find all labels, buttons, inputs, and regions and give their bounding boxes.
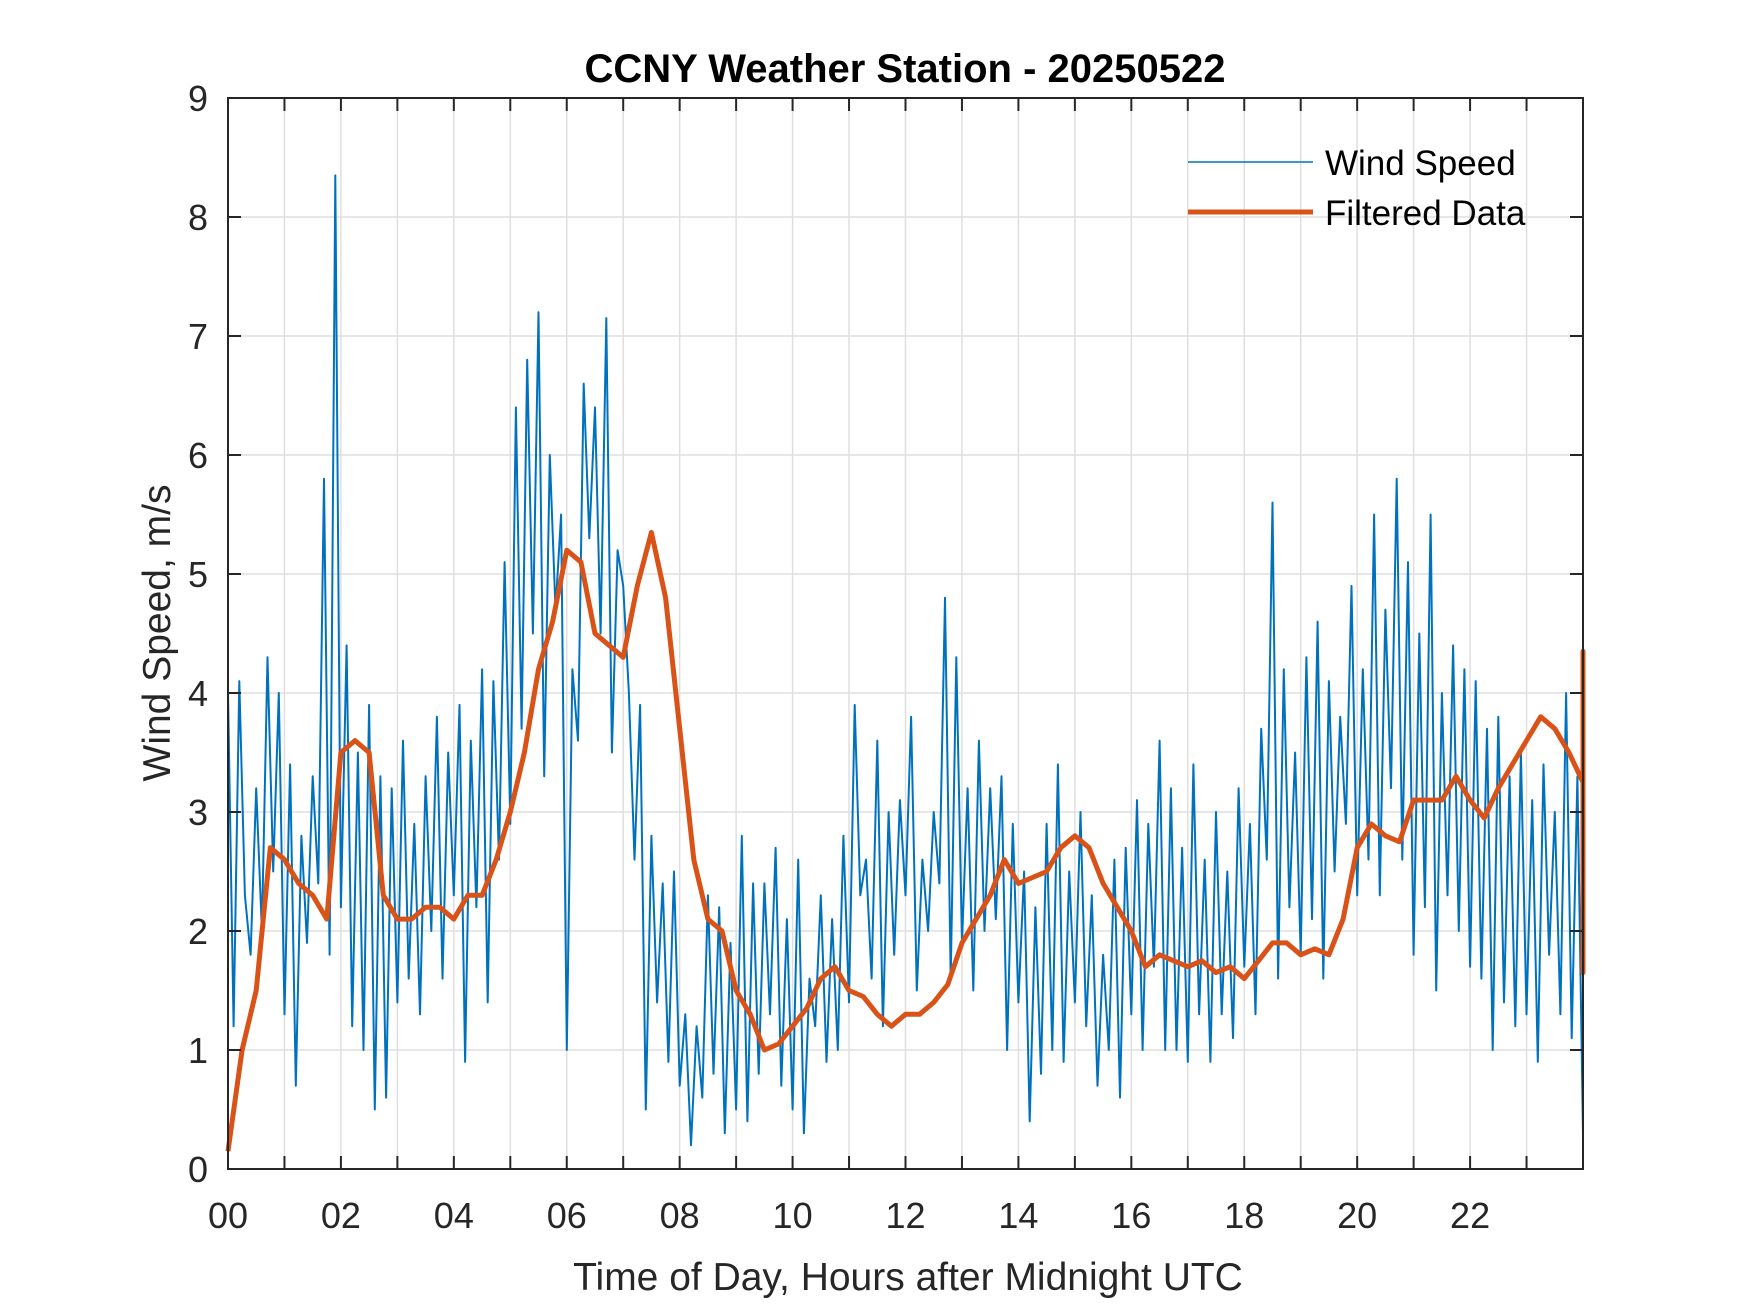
x-tick-label: 06	[547, 1195, 587, 1236]
x-tick-label: 16	[1111, 1195, 1151, 1236]
x-tick-label: 22	[1450, 1195, 1490, 1236]
y-tick-label: 2	[188, 911, 208, 952]
x-tick-label: 08	[660, 1195, 700, 1236]
x-tick-label: 12	[885, 1195, 925, 1236]
y-tick-label: 7	[188, 316, 208, 357]
x-tick-label: 10	[773, 1195, 813, 1236]
y-tick-label: 3	[188, 792, 208, 833]
x-tick-label: 20	[1337, 1195, 1377, 1236]
plot-area	[225, 97, 1586, 1170]
tick-marks	[228, 97, 1583, 1170]
y-tick-label: 5	[188, 554, 208, 595]
chart-title: CCNY Weather Station - 20250522	[585, 47, 1226, 91]
y-tick-label: 9	[188, 78, 208, 119]
y-tick-label: 1	[188, 1030, 208, 1071]
y-tick-label: 6	[188, 435, 208, 476]
y-tick-label: 8	[188, 197, 208, 238]
y-tick-label: 4	[188, 673, 208, 714]
y-axis-label: Wind Speed, m/s	[136, 485, 179, 782]
legend-label-wind-speed: Wind Speed	[1325, 144, 1516, 183]
x-tick-label: 14	[998, 1195, 1038, 1236]
legend: Wind Speed Filtered Data	[1188, 144, 1526, 233]
x-tick-label: 02	[321, 1195, 361, 1236]
x-tick-label: 00	[208, 1195, 248, 1236]
x-tick-label: 04	[434, 1195, 474, 1236]
legend-label-filtered-data: Filtered Data	[1325, 194, 1526, 233]
x-tick-label: 18	[1224, 1195, 1264, 1236]
x-axis-label: Time of Day, Hours after Midnight UTC	[573, 1256, 1243, 1299]
x-tick-labels: 00 02 04 06 08 10 12 14 16 18 20 22	[208, 1195, 1490, 1236]
y-tick-label: 0	[188, 1149, 208, 1190]
y-tick-labels: 0 1 2 3 4 5 6 7 8 9	[188, 78, 208, 1190]
